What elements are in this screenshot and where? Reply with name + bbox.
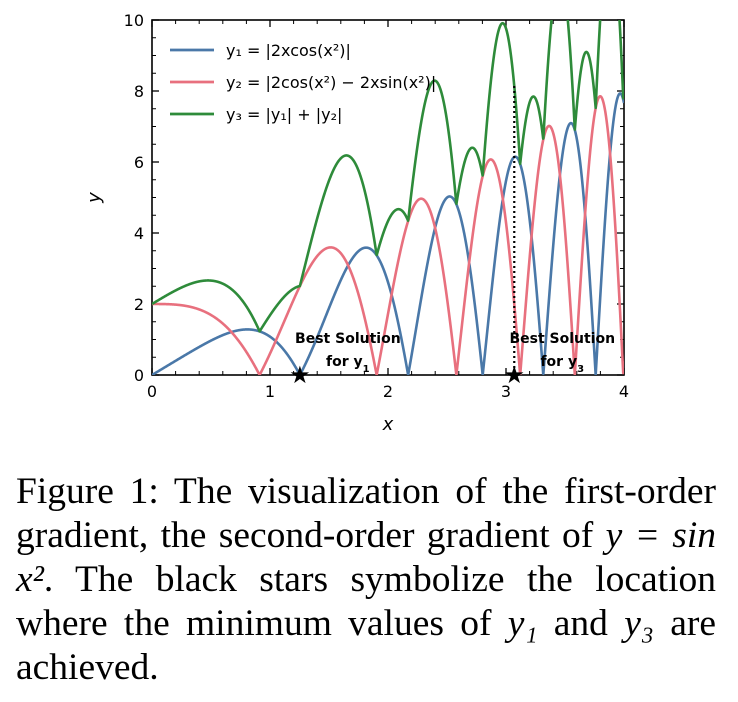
caption-text-a: The visualization of the first-order gra… [16,471,716,556]
series-layer [152,20,624,375]
legend: y₁ = |2xcos(x²)| y₂ = |2cos(x²) − 2xsin(x… [170,41,436,124]
best-solution-sub-2: for y3 [540,354,584,375]
best-solution-star-2: ★ [504,361,526,389]
y-tick-label: 6 [134,153,144,172]
best-solution-subscript: 1 [363,364,370,375]
figure-caption: Figure 1: The visualization of the first… [16,470,716,690]
x-tick-label: 3 [501,382,511,401]
x-tick-label: 4 [619,382,629,401]
series-line-2 [152,94,624,375]
x-tick-label: 0 [147,382,157,401]
x-axis-label: x [382,414,394,435]
y-tick-label: 8 [134,82,144,101]
caption-text-and: and [537,603,625,644]
legend-label-2: y₂ = |2cos(x²) − 2xsin(x²)| [226,73,436,92]
chart-svg: 0 1 2 3 4 0 2 4 6 8 10 x y ★ Best Solution for y1 ★ Best… [84,11,629,435]
best-solution-subscript: 3 [577,364,584,375]
best-solution-sub-1: for y1 [326,354,370,375]
axes-layer: 0 1 2 3 4 0 2 4 6 8 10 x y [84,11,629,435]
chart-area: 0 1 2 3 4 0 2 4 6 8 10 x y ★ Best Solution for y1 ★ Best… [84,11,629,435]
caption-y3: y₃ [624,603,654,644]
x-tick-label: 2 [383,382,393,401]
legend-label-1: y₁ = |2xcos(x²)| [226,41,351,60]
best-solution-label-1: Best Solution [295,331,401,347]
y-axis-label: y [84,192,105,204]
caption-text-end: are achieved. [16,603,716,688]
best-solution-label-2: Best Solution [509,331,615,347]
caption-math: y = sin x² [16,515,716,600]
caption-label: Figure 1: [16,471,159,512]
y-tick-label: 2 [134,295,144,314]
series-line-3 [152,20,624,333]
best-solution-star-1: ★ [289,361,311,389]
x-tick-label: 1 [265,382,275,401]
y-tick-label: 10 [124,11,144,30]
y-tick-label: 4 [134,224,144,243]
legend-label-3: y₃ = |y₁| + |y₂| [226,105,342,124]
caption-y1: y₁ [507,603,538,644]
caption-text-b: . The black stars symbolize the location… [16,559,716,644]
annotation-layer: ★ Best Solution for y1 ★ Best Solution for y3 [289,86,615,389]
y-tick-label: 0 [134,366,144,385]
